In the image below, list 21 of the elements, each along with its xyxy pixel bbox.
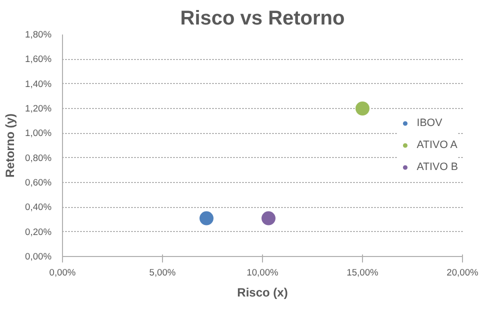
legend-label: IBOV [416,117,442,129]
y-tick-label: 1,80% [25,30,52,40]
x-tick-label: 10,00% [246,268,278,278]
x-tick-label: 5,00% [149,268,176,278]
legend-label: ATIVO A [416,139,458,151]
y-tick-label: 0,00% [25,252,52,262]
legend-label: ATIVO B [416,161,458,173]
y-tick-label: 1,00% [25,128,52,138]
x-tick-label: 15,00% [346,268,378,278]
y-tick-label: 1,60% [25,54,52,64]
y-tick-label: 1,20% [25,104,52,114]
x-axis-title: Risco (x) [237,286,288,300]
x-tick-label: 20,00% [446,268,478,278]
y-axis-title: Retorno (y) [3,114,18,178]
y-tick-label: 0,60% [25,178,52,188]
y-tick-label: 1,40% [25,78,52,89]
x-tick-label: 0,00% [49,268,76,278]
y-tick-label: 0,80% [25,152,52,163]
y-tick-label: 0,40% [25,202,52,212]
chart-title: Risco vs Retorno [180,8,345,30]
y-tick-label: 0,20% [25,226,52,237]
